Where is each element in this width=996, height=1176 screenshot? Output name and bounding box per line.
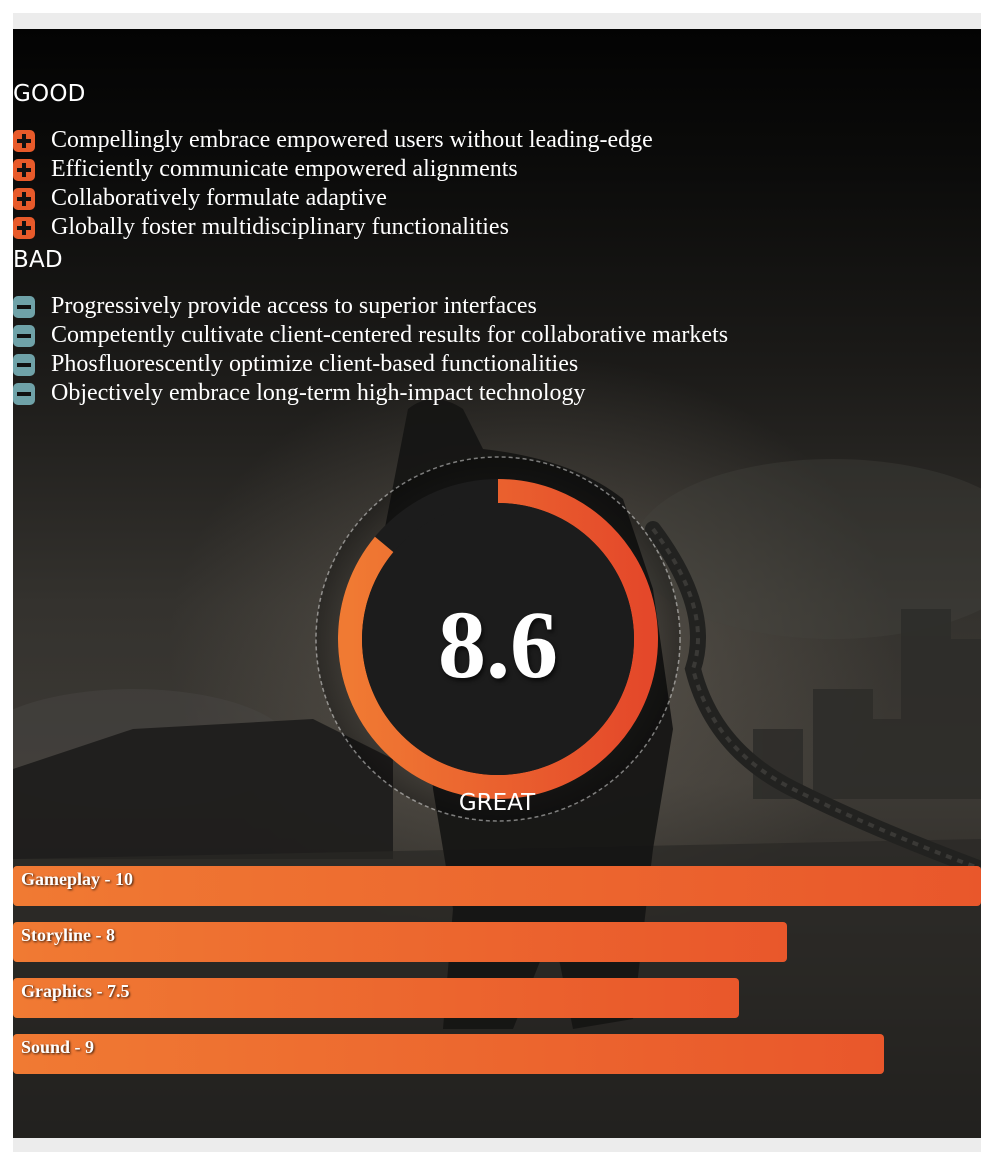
good-item: Compellingly embrace empowered users wit… [13,126,653,155]
bad-item: Objectively embrace long-term high-impac… [13,379,728,408]
minus-icon [13,324,35,347]
plus-icon [13,129,35,152]
bad-heading: BAD [13,247,63,273]
rating-bars: Gameplay - 10 Storyline - 8 Graphics - 7… [13,866,981,1090]
good-item-text: Collaboratively formulate adaptive [51,185,387,211]
bad-list: Progressively provide access to superior… [13,292,728,408]
minus-icon [13,295,35,318]
review-box: GOOD Compellingly embrace empowered user… [13,29,981,1138]
rating-label: Gameplay - 10 [21,869,133,889]
score-ring [315,456,681,822]
score-value: 8.6 [438,591,558,698]
minus-icon [13,353,35,376]
top-border [13,13,981,29]
good-item-text: Globally foster multidisciplinary functi… [51,214,509,240]
good-item: Collaboratively formulate adaptive [13,184,653,213]
bad-item: Progressively provide access to superior… [13,292,728,321]
good-item: Globally foster multidisciplinary functi… [13,213,653,242]
rating-bar: Gameplay - 10 [13,866,981,906]
rating-label: Storyline - 8 [21,925,115,945]
rating-bar: Graphics - 7.5 [13,978,739,1018]
score-inner [362,503,634,775]
score-circle: 8.6 [313,454,683,824]
good-list: Compellingly embrace empowered users wit… [13,126,653,242]
rating-label: Sound - 9 [21,1037,95,1057]
good-item: Efficiently communicate empowered alignm… [13,155,653,184]
bottom-border [13,1138,981,1152]
score-verdict: GREAT [458,790,536,816]
good-item-text: Compellingly embrace empowered users wit… [51,127,653,153]
plus-icon [13,158,35,181]
rating-label: Graphics - 7.5 [21,981,130,1001]
good-heading: GOOD [13,81,86,107]
bad-item: Competently cultivate client-centered re… [13,321,728,350]
bad-item-text: Phosfluorescently optimize client-based … [51,351,579,377]
plus-icon [13,216,35,239]
bad-item-text: Competently cultivate client-centered re… [51,322,729,348]
minus-icon [13,382,35,405]
score-arc [338,479,658,799]
good-item-text: Efficiently communicate empowered alignm… [51,156,518,182]
plus-icon [13,187,35,210]
bad-item-text: Objectively embrace long-term high-impac… [51,380,586,406]
rating-bar: Sound - 9 [13,1034,885,1074]
bad-item-text: Progressively provide access to superior… [51,293,537,319]
rating-bar: Storyline - 8 [13,922,788,962]
bad-item: Phosfluorescently optimize client-based … [13,350,728,379]
